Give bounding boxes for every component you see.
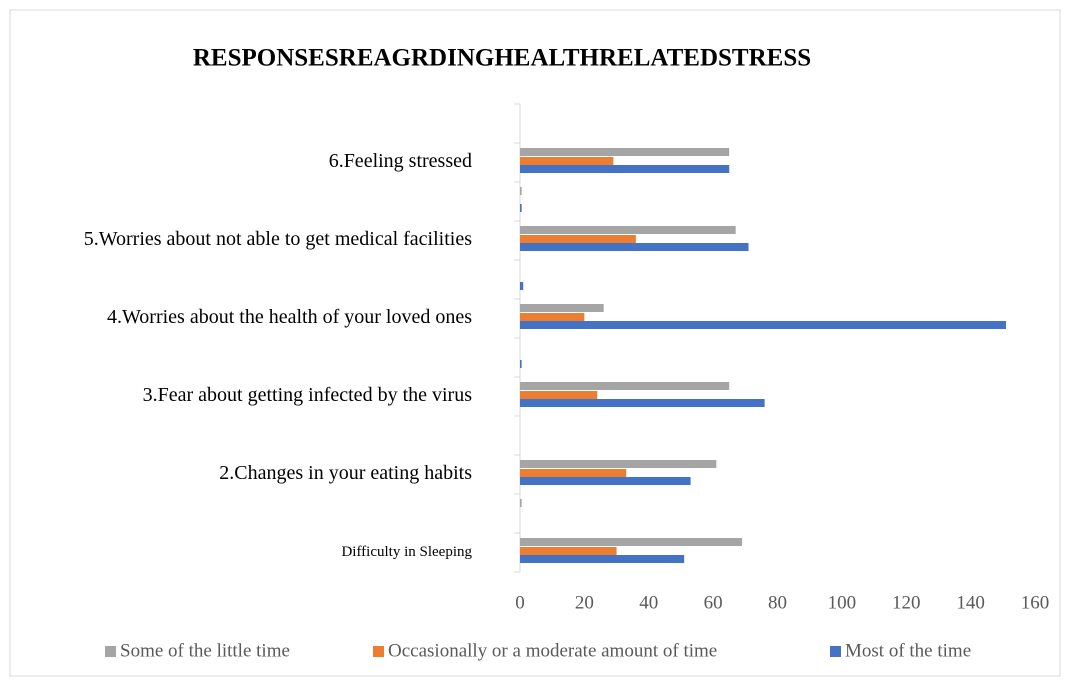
bar — [520, 235, 636, 243]
bar — [520, 555, 685, 563]
bar — [520, 538, 743, 546]
x-tick-label: 100 — [828, 592, 857, 613]
bar — [520, 157, 614, 165]
x-tick-label: 60 — [704, 592, 723, 613]
bar — [520, 148, 730, 156]
y-tick-label: 5.Worries about not able to get medical … — [84, 228, 472, 250]
x-tick-label: 40 — [639, 592, 658, 613]
bar — [520, 547, 617, 555]
x-tick-label: 140 — [956, 592, 985, 613]
legend-label: Some of the little time — [120, 640, 290, 661]
bar — [520, 226, 736, 234]
chart-title: RESPONSESREAGRDINGHEALTHRELATEDSTRESS — [193, 45, 811, 72]
bar — [520, 165, 730, 173]
bar — [520, 360, 522, 368]
bar — [520, 304, 604, 312]
legend-swatch — [830, 646, 841, 657]
y-tick-label: 4.Worries about the health of your loved… — [107, 306, 472, 328]
x-tick-label: 160 — [1021, 592, 1050, 613]
bar — [520, 187, 522, 195]
x-tick-label: 0 — [515, 592, 525, 613]
chart-border — [9, 9, 1061, 677]
x-tick-label: 120 — [892, 592, 921, 613]
bar — [520, 469, 627, 477]
bar — [520, 382, 730, 390]
bar — [520, 204, 522, 212]
bar — [520, 313, 585, 321]
bar — [520, 243, 749, 251]
y-tick-label: Difficulty in Sleeping — [341, 544, 472, 560]
x-tick-label: 20 — [575, 592, 594, 613]
bar — [520, 399, 765, 407]
y-tick-label: 2.Changes in your eating habits — [219, 462, 472, 484]
bar — [520, 321, 1007, 329]
y-tick-label: 6.Feeling stressed — [329, 150, 472, 172]
legend-swatch — [105, 646, 116, 657]
legend-swatch — [373, 646, 384, 657]
legend-label: Occasionally or a moderate amount of tim… — [388, 640, 717, 661]
bar — [520, 282, 524, 290]
bar — [520, 499, 522, 507]
legend-label: Most of the time — [845, 640, 971, 661]
bar — [520, 391, 598, 399]
bar — [520, 477, 691, 485]
y-tick-label: 3.Fear about getting infected by the vir… — [143, 384, 473, 406]
x-tick-label: 80 — [768, 592, 787, 613]
bar — [520, 460, 717, 468]
